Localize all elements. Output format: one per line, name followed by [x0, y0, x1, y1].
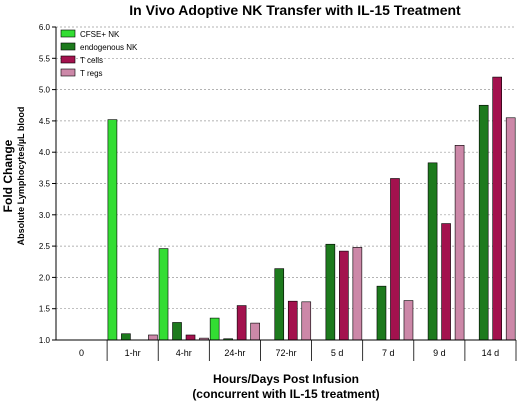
legend-label: T regs: [80, 69, 103, 78]
y-tick-label: 6.0: [39, 23, 51, 32]
bar: [441, 223, 451, 341]
legend-label: CFSE+ NK: [80, 30, 120, 39]
bar: [325, 243, 336, 341]
bar: [287, 300, 298, 341]
bar: [478, 104, 489, 341]
y-tick-label: 2.5: [39, 242, 51, 251]
bar: [274, 268, 285, 341]
legend-label: endogenous NK: [80, 43, 138, 52]
bar: [427, 162, 438, 341]
x-category-label: 72-hr: [275, 348, 296, 358]
legend: CFSE+ NK endogenous NK T cells T regs: [60, 29, 138, 78]
y-tick-label: 3.5: [39, 180, 51, 189]
bar: [236, 305, 247, 341]
bar: [403, 300, 414, 341]
x-category-label: 14 d: [482, 348, 500, 358]
bar: [158, 248, 169, 341]
bar: [250, 322, 260, 341]
y-tick-label: 1.5: [39, 305, 51, 314]
bar: [172, 322, 182, 341]
legend-swatch: [60, 42, 76, 51]
legend-swatch: [60, 55, 76, 64]
bar: [148, 334, 158, 341]
bar: [376, 285, 387, 341]
y-tick-label: 4.5: [39, 117, 51, 126]
x-category-label: 24-hr: [224, 348, 245, 358]
x-axis-categories: 0 1-hr 4-hr 24-hr 72-hr 5 d 7 d 9 d 14 d: [79, 340, 517, 361]
y-tick-label: 3.0: [39, 211, 51, 220]
y-tick-label: 4.0: [39, 148, 51, 157]
y-tick-label: 5.0: [39, 86, 51, 95]
bar: [301, 301, 312, 341]
x-category-label: 0: [79, 348, 84, 358]
bar: [492, 76, 502, 341]
gridlines: [56, 26, 516, 310]
x-axis-label: Hours/Days Post Infusion: [213, 372, 359, 386]
x-axis-sublabel: (concurrent with IL-15 treatment): [192, 387, 379, 401]
bar: [209, 317, 220, 341]
y-axis-label: Fold Change: [1, 139, 15, 212]
y-tick-label: 1.0: [39, 336, 51, 345]
x-category-label: 5 d: [331, 348, 344, 358]
y-axis-ticks: 1.0 1.5 2.0 2.5 3.0 3.5 4.0 4.5 5.0 5.5 6.0: [39, 23, 56, 345]
x-category-label: 7 d: [382, 348, 395, 358]
legend-swatch: [60, 68, 76, 77]
bar: [505, 117, 516, 341]
y-tick-label: 2.0: [39, 273, 51, 282]
y-tick-label: 5.5: [39, 54, 51, 63]
bar: [185, 334, 196, 341]
bar: [121, 333, 131, 341]
legend-swatch: [60, 29, 76, 38]
bar: [339, 250, 349, 341]
x-category-label: 9 d: [433, 348, 446, 358]
x-category-label: 4-hr: [176, 348, 192, 358]
bar: [352, 247, 363, 341]
bar: [107, 119, 118, 341]
bar: [390, 178, 400, 341]
bars: [107, 76, 516, 341]
x-category-label: 1-hr: [125, 348, 141, 358]
y-axis-sublabel: Absolute Lymphocytes/µL blood: [16, 107, 26, 246]
legend-label: T cells: [80, 56, 103, 65]
chart-title: In Vivo Adoptive NK Transfer with IL-15 …: [129, 2, 461, 18]
bar: [454, 145, 465, 341]
